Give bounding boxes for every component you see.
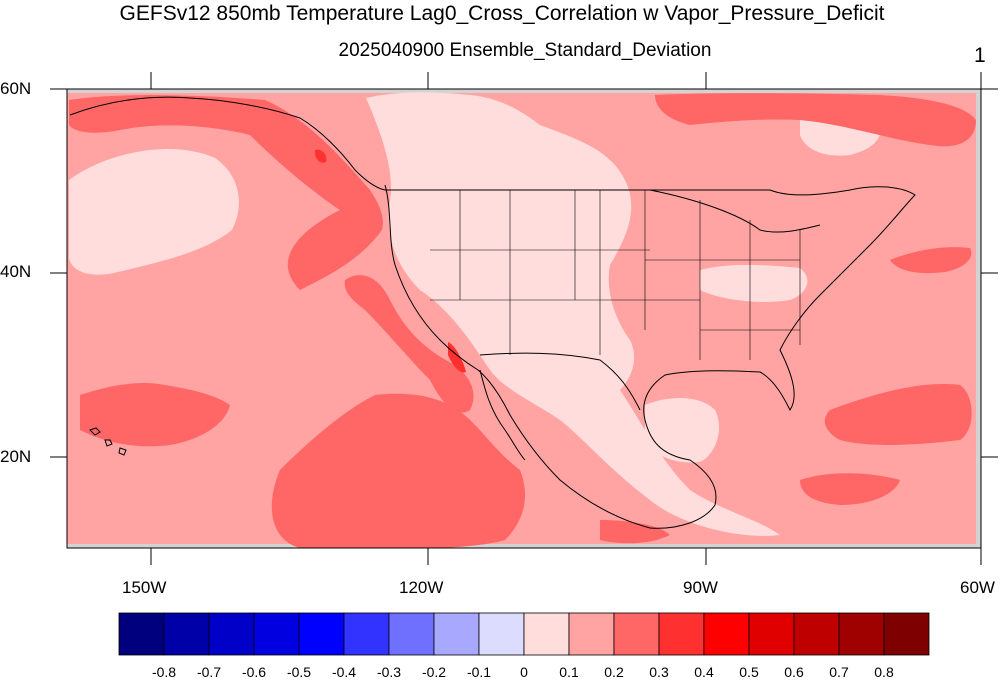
colorbar-box	[253, 612, 300, 656]
colorbar-tick-label: -0.8	[151, 664, 177, 680]
colorbar-tick-label: 0.2	[604, 664, 624, 680]
nw-coast-band	[69, 95, 383, 290]
colorbar-box	[748, 612, 795, 656]
state-lines	[430, 190, 801, 360]
colorbar-tick-label: 0.6	[784, 664, 804, 680]
east-pacific-band	[271, 393, 525, 548]
chart-title: GEFSv12 850mb Temperature Lag0_Cross_Cor…	[119, 2, 885, 25]
california-coast-high	[448, 342, 466, 373]
colorbar-tick-label: -0.1	[466, 664, 492, 680]
alaska-bc-coast	[69, 96, 386, 191]
map-contour-fill	[67, 89, 981, 548]
colorbar-box	[118, 612, 165, 656]
colorbar-box	[838, 612, 885, 656]
colorbar-box	[208, 612, 255, 656]
colorbar-tick-label: 0.4	[694, 664, 714, 680]
baja-outline	[479, 369, 526, 461]
colorbar-box	[703, 612, 750, 656]
ohio-valley-light	[700, 264, 808, 302]
great-lakes-line	[649, 189, 821, 233]
california-coast-band	[344, 275, 474, 413]
pacific-mexico-band	[600, 520, 670, 544]
state-borders	[430, 190, 801, 360]
lat-label-20n: 20N	[0, 447, 32, 466]
atlantic-band	[824, 384, 972, 445]
hawaii-islands	[89, 427, 127, 456]
colorbar-box	[658, 612, 705, 656]
colorbar-tick-label: 0.3	[649, 664, 669, 680]
colorbar-tick-label: 0.5	[739, 664, 759, 680]
colorbar-box	[298, 612, 345, 656]
gulf-light	[645, 398, 720, 463]
lat-label-40n: 40N	[0, 262, 32, 281]
lon-label-90w: 90W	[683, 578, 718, 597]
colorbar-box	[793, 612, 840, 656]
colorbar-tick-label: -0.6	[241, 664, 267, 680]
map-coastlines	[69, 96, 916, 529]
map-frame	[66, 88, 982, 549]
hawaii-area-band	[80, 383, 230, 447]
missing-right	[976, 89, 981, 548]
missing-top	[67, 89, 981, 93]
chart-subtitle: 2025040900 Ensemble_Standard_Deviation	[338, 40, 712, 61]
pacific-light-blob	[69, 149, 239, 275]
lon-label-120w: 120W	[399, 578, 444, 597]
missing-bottom	[67, 544, 981, 548]
colorbar-box	[433, 612, 480, 656]
map-ticks	[50, 72, 998, 565]
lat-label-60n: 60N	[0, 79, 32, 98]
colorbar-tick-label: -0.3	[376, 664, 402, 680]
north-america-outline	[384, 184, 916, 529]
mexico-border	[479, 352, 641, 411]
nw-coast-high	[314, 149, 327, 163]
panel-number: 1	[974, 44, 986, 67]
colorbar-tick-label: -0.4	[331, 664, 357, 680]
colorbar-box	[523, 612, 570, 656]
colorbar-box	[883, 612, 930, 656]
atlantic-nw-band	[890, 247, 972, 274]
colorbar-box	[478, 612, 525, 656]
lon-label-60w: 60W	[960, 578, 995, 597]
colorbar-box	[343, 612, 390, 656]
colorbar-tick-label: 0	[520, 664, 528, 680]
colorbar-tick-label: 0.8	[874, 664, 894, 680]
colorbar-tick-label: -0.5	[286, 664, 312, 680]
colorbar	[118, 612, 930, 656]
western-us-light	[366, 92, 780, 536]
hudson-band	[655, 93, 976, 147]
lon-label-150w: 150W	[122, 578, 167, 597]
colorbar-box	[568, 612, 615, 656]
colorbar-box	[388, 612, 435, 656]
colorbar-tick-label: -0.7	[196, 664, 222, 680]
colorbar-box	[613, 612, 660, 656]
colorbar-tick-label: 0.7	[829, 664, 849, 680]
colorbar-tick-label: 0.1	[559, 664, 579, 680]
colorbar-box	[163, 612, 210, 656]
colorbar-tick-label: -0.2	[421, 664, 447, 680]
caribbean-band	[800, 473, 900, 505]
